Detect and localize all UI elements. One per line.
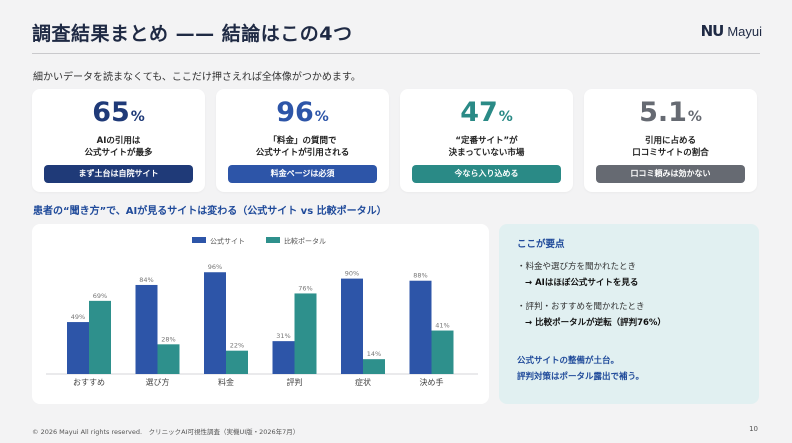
kpi-tag: 料金ページは必須 [228,165,377,183]
kpi-value: 5.1% [584,97,757,128]
x-tick-label: 症状 [355,377,371,387]
bar-chart: 公式サイト 比較ポータル 49% 69% おすすめ 84% 28% 選び方 96% 22% 料金 31… [46,237,478,387]
bar [226,350,248,374]
data-label: 28% [161,335,175,343]
kpi-desc-line: 引用に占める [644,136,696,146]
kpi-card-price-question: 96% 「料金」の質問で 公式サイトが引用される 料金ページは必須 [216,89,389,192]
kpi-desc-line: 決まっていない市場 [448,148,525,158]
data-label: 84% [139,276,153,284]
data-label: 69% [93,292,107,300]
kpi-tag: 口コミ頼みは効かない [596,165,745,183]
point-question: ・料金や選び方を聞かれたとき [517,262,637,272]
kpi-unit: % [687,109,702,125]
page-title: 調査結果まとめ —— 結論はこの4つ [32,23,353,45]
data-label: 88% [413,272,427,280]
legend-label: 公式サイト [210,237,245,246]
data-label: 96% [208,263,222,271]
bar [363,359,385,374]
bar [409,280,432,374]
logo-mark: NU [700,22,725,40]
data-label: 76% [298,284,312,292]
kpi-value: 65% [32,97,205,128]
bar [204,272,226,374]
bar [135,284,158,374]
data-label: 14% [367,350,381,358]
bar [341,278,363,374]
data-label: 90% [345,270,359,278]
kpi-unit: % [498,109,513,125]
x-tick-label: おすすめ [73,378,105,387]
kpi-unit: % [314,109,329,125]
kpi-desc-line: 口コミサイトの割合 [632,148,709,158]
footer-copyright: © 2026 Mayui All rights reserved. クリニックA… [32,428,300,436]
data-label: 49% [71,313,85,321]
legend-swatch [192,237,206,243]
kpi-desc-line: “定番サイト”が [455,136,518,146]
kpi-card-standard-site: 47% “定番サイト”が 決まっていない市場 今なら入り込める [400,89,573,192]
kpi-description: “定番サイト”が 決まっていない市場 [400,135,573,159]
conclusion-line: 評判対策はポータル露出で補う。 [517,372,644,382]
bar [431,330,454,374]
bar [294,293,317,374]
bar [272,341,295,374]
legend-swatch [266,237,280,243]
point-answer: → AIはほぼ公式サイトを見る [525,278,639,288]
kpi-number: 65 [92,97,130,128]
kpi-tag: まず土台は自院サイト [44,165,193,183]
page-number: 10 [749,425,758,433]
kpi-description: 引用に占める 口コミサイトの割合 [584,135,757,159]
kpi-card-review-share: 5.1% 引用に占める 口コミサイトの割合 口コミ頼みは効かない [584,89,757,192]
kpi-value: 47% [400,97,573,128]
data-label: 31% [276,332,290,340]
kpi-desc-line: 公式サイトが引用される [255,148,350,158]
kpi-card-official-citation: 65% AIの引用は 公式サイトが最多 まず土台は自院サイト [32,89,205,192]
key-points-heading: ここが要点 [517,239,565,250]
kpi-description: AIの引用は 公式サイトが最多 [32,135,205,159]
kpi-unit: % [130,109,145,125]
logo: NU Mayui [701,22,762,40]
x-tick-label: 評判 [287,377,303,387]
chart-panel: 公式サイト 比較ポータル 49% 69% おすすめ 84% 28% 選び方 96% 22% 料金 31… [32,224,489,404]
kpi-number: 47 [460,97,498,128]
bar [157,344,180,374]
conclusion-line: 公式サイトの整備が土台。 [517,356,620,366]
legend-label: 比較ポータル [284,237,326,246]
kpi-number: 5.1 [639,97,687,128]
data-label: 22% [230,342,244,350]
x-tick-label: 選び方 [146,377,170,387]
kpi-description: 「料金」の質問で 公式サイトが引用される [216,135,389,159]
bar [89,300,111,374]
point-answer: → 比較ポータルが逆転（評判76%） [525,318,666,328]
kpi-desc-line: AIの引用は [96,136,141,146]
kpi-desc-line: 「料金」の質問で [268,136,337,146]
x-tick-label: 料金 [218,377,234,387]
lead-text: 細かいデータを読まなくても、ここだけ押さえれば全体像がつかめます。 [33,72,361,83]
x-tick-label: 決め手 [420,377,444,387]
point-question: ・評判・おすすめを聞かれたとき [517,302,645,312]
kpi-tag: 今なら入り込める [412,165,561,183]
key-points-panel: ここが要点 ・料金や選び方を聞かれたとき → AIはほぼ公式サイトを見る ・評判… [499,224,759,404]
bar [67,322,89,374]
header-divider [32,53,760,54]
kpi-number: 96 [276,97,314,128]
chart-section-title: 患者の“聞き方”で、AIが見るサイトは変わる（公式サイト vs 比較ポータル） [33,206,387,217]
kpi-value: 96% [216,97,389,128]
logo-text: Mayui [727,23,762,39]
kpi-desc-line: 公式サイトが最多 [84,148,153,158]
data-label: 41% [435,322,449,330]
kpi-cards: 65% AIの引用は 公式サイトが最多 まず土台は自院サイト 96% 「料金」の… [32,89,757,192]
